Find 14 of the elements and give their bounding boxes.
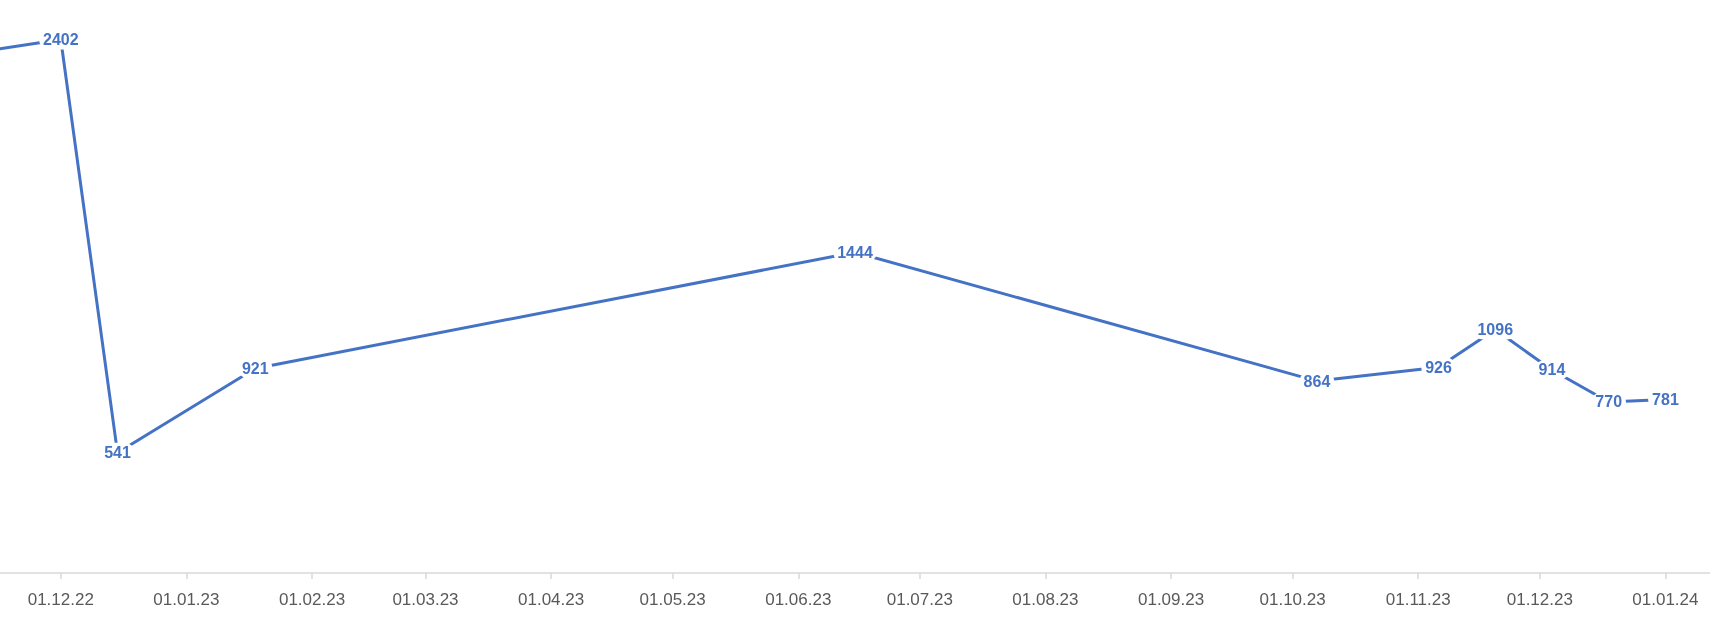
x-tick-label: 01.12.22 bbox=[27, 590, 94, 609]
x-tick-label: 01.11.23 bbox=[1385, 590, 1451, 609]
x-tick-label: 01.05.23 bbox=[639, 590, 706, 609]
x-tick-label: 01.02.23 bbox=[278, 590, 346, 609]
x-tick-label: 01.08.23 bbox=[1012, 590, 1079, 609]
x-tick-label: 01.07.23 bbox=[886, 590, 953, 609]
x-tick-label: 01.04.23 bbox=[518, 590, 585, 609]
x-tick-label: 01.06.23 bbox=[765, 590, 832, 609]
x-tick-label: 01.03.23 bbox=[392, 590, 459, 609]
x-tick-label: 01.01.23 bbox=[153, 590, 220, 609]
x-tick-label: 01.09.23 bbox=[1137, 590, 1205, 609]
x-tick-label: 01.12.23 bbox=[1506, 590, 1573, 609]
x-tick-label: 01.10.23 bbox=[1259, 590, 1326, 609]
x-tick-label: 01.01.24 bbox=[1632, 590, 1699, 609]
